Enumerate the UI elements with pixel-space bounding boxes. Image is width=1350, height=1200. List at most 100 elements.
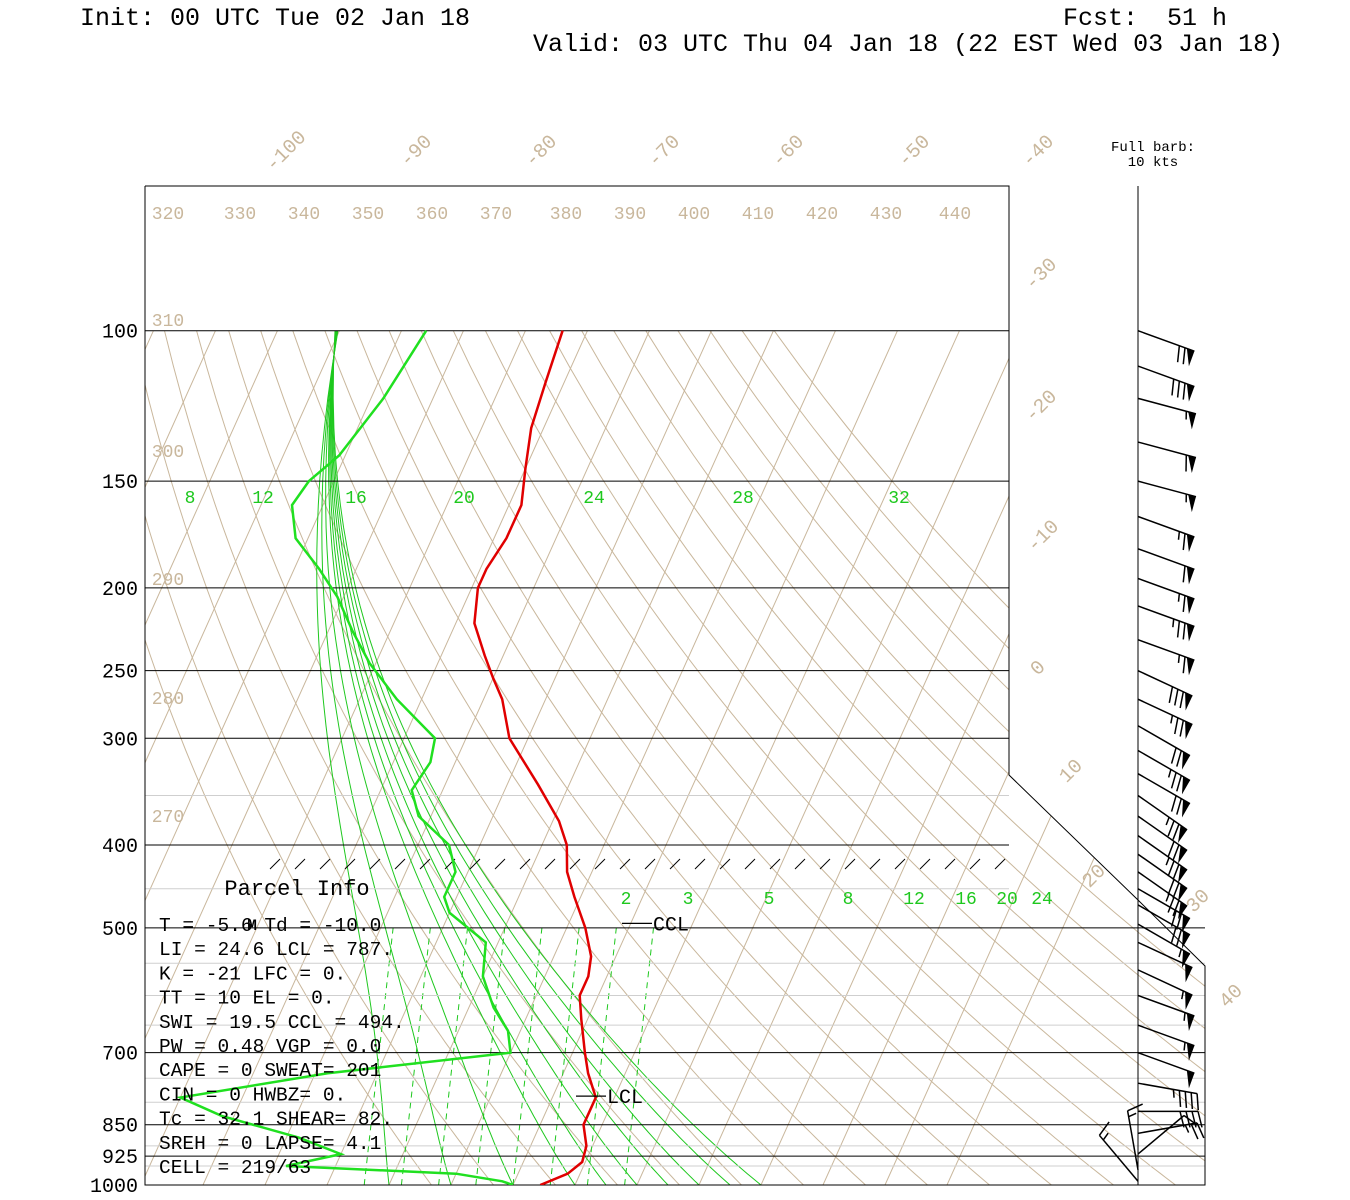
hatch-row	[269, 858, 1006, 870]
wind-barb	[1137, 725, 1191, 770]
theta-label: 370	[480, 205, 512, 225]
dry-adiabat-line	[324, 330, 928, 1185]
wind-barb	[1137, 904, 1191, 949]
hatch-mark	[719, 858, 731, 870]
isotherm-label: -100	[262, 127, 312, 177]
isotherm-label: -20	[1021, 386, 1063, 428]
dry-adiabat-line	[709, 330, 1205, 1185]
hatch-mark	[969, 858, 981, 870]
wind-barb	[1137, 794, 1188, 844]
mixing-ratio-label: 12	[903, 890, 925, 910]
wind-barb	[1137, 835, 1188, 884]
mixing-ratio-line	[624, 927, 655, 1185]
isotherm-line	[760, 330, 1146, 1185]
hatch-mark	[294, 858, 306, 870]
isotherm-line	[450, 330, 836, 1185]
isotherm-line	[145, 330, 278, 1185]
hatch-mark	[694, 858, 706, 870]
barb-legend-line1: Full barb:	[1111, 140, 1195, 156]
pressure-label: 1000	[90, 1176, 138, 1199]
level-marker-lcl: LCL	[607, 1087, 643, 1110]
isotherm-label: 40	[1215, 980, 1248, 1013]
hatch-mark	[894, 858, 906, 870]
hatch-mark	[519, 858, 531, 870]
wind-barb	[1137, 397, 1197, 430]
parcel-row: CELL = 219/63	[159, 1157, 311, 1179]
isotherm-line	[264, 330, 650, 1185]
moist-adiabat-line	[331, 330, 700, 1185]
mixing-ratio-label: 24	[583, 489, 605, 509]
parcel-row: TT = 10 EL = 0.	[159, 988, 335, 1010]
wind-barb	[1137, 698, 1193, 740]
hatch-mark	[394, 858, 406, 870]
pressure-label: 850	[102, 1116, 138, 1139]
moist-adiabat-line	[332, 330, 762, 1185]
isotherm-line	[145, 330, 216, 1185]
isotherm-line	[884, 330, 1205, 1185]
hatch-mark	[469, 858, 481, 870]
forecast-hour: 51 h	[1167, 4, 1228, 33]
hatch-mark	[269, 858, 281, 870]
mixing-ratio-label: 3	[683, 890, 694, 910]
isotherm-line	[0, 331, 29, 1185]
wind-barb	[1137, 669, 1193, 711]
parcel-row: SWI = 19.5 CCL = 494.	[159, 1012, 405, 1034]
plot-frame	[144, 185, 1206, 1186]
theta-label: 350	[352, 205, 384, 225]
hatch-mark	[669, 858, 681, 870]
parcel-row: K = -21 LFC = 0.	[159, 963, 346, 985]
wind-barb	[1126, 1103, 1143, 1170]
pressure-label: 700	[102, 1044, 138, 1067]
wind-barb	[1137, 1122, 1205, 1140]
theta-label: 330	[224, 205, 256, 225]
isotherm-line	[512, 330, 898, 1185]
mixing-ratio-label: 16	[345, 489, 367, 509]
wind-barb	[1098, 1121, 1139, 1182]
pressure-label: 200	[102, 579, 138, 602]
wind-barb	[1137, 365, 1195, 402]
hatch-mark	[594, 858, 606, 870]
isotherm-label: 0	[1026, 656, 1051, 681]
dry-adiabat-line	[581, 330, 1205, 1185]
wind-barb	[1137, 639, 1195, 676]
theta-label: 270	[152, 808, 184, 828]
isotherm-line	[145, 330, 464, 1185]
mixing-ratio-label: 2	[621, 890, 632, 910]
dry-adiabat-line	[677, 330, 1205, 1185]
pressure-label: 300	[102, 729, 138, 752]
hatch-mark	[769, 858, 781, 870]
moist-adiabat-line	[330, 330, 669, 1185]
mixing-ratio-label: 16	[955, 890, 977, 910]
hatch-mark	[819, 858, 831, 870]
theta-label: 340	[288, 205, 320, 225]
mixing-ratio-label: 32	[888, 489, 910, 509]
init-time: Init: 00 UTC Tue 02 Jan 18	[80, 4, 471, 33]
wind-barb	[1137, 1114, 1198, 1155]
mixing-ratio-label: 28	[732, 489, 754, 509]
dry-adiabat-line	[645, 330, 1205, 1185]
pressure-label: 925	[102, 1147, 138, 1170]
theta-label: 410	[742, 205, 774, 225]
wind-barb	[1137, 1051, 1195, 1089]
hatch-mark	[744, 858, 756, 870]
dry-adiabat-line	[773, 330, 1205, 1185]
pressure-label: 100	[102, 322, 138, 345]
dewpoint-profile	[176, 330, 514, 1185]
isotherm-label: -80	[521, 131, 563, 173]
hatch-mark	[369, 858, 381, 870]
isotherm-label: -50	[894, 131, 936, 173]
isotherm-line	[946, 330, 1205, 1185]
theta-label: 360	[416, 205, 448, 225]
wind-barb	[1137, 441, 1197, 474]
theta-label: 300	[152, 443, 184, 463]
mixing-ratio-label: 24	[1031, 890, 1053, 910]
isotherm-label: -30	[1021, 254, 1063, 296]
wind-barb	[1137, 329, 1195, 367]
hatch-mark	[869, 858, 881, 870]
dry-adiabat-line	[452, 330, 1176, 1185]
mixing-ratio-line	[586, 927, 617, 1185]
pressure-label: 250	[102, 662, 138, 685]
theta-label: 440	[939, 205, 971, 225]
valid-time: Valid: 03 UTC Thu 04 Jan 18 (22 EST Wed …	[533, 30, 1284, 59]
